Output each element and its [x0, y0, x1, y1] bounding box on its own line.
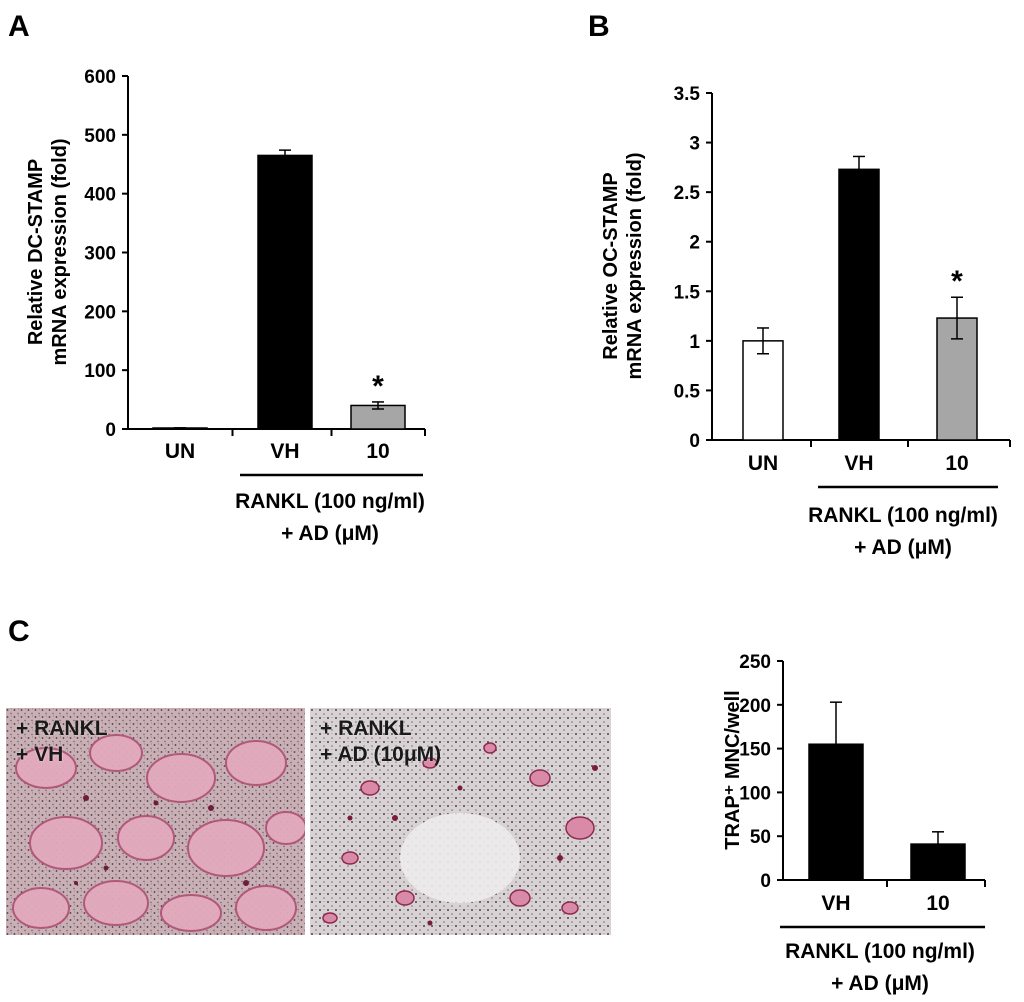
- micrograph-label-line2: + VH: [16, 743, 64, 766]
- y-tick-label: 400: [84, 185, 116, 206]
- y-tick-label: 500: [84, 126, 116, 147]
- y-axis-label: Relative DC-STAMP mRNA expression (fold): [25, 138, 71, 365]
- significance-marker: *: [951, 265, 963, 298]
- y-tick-label: 250: [739, 652, 771, 673]
- x-category-label: VH: [821, 892, 850, 915]
- x-category-label: 10: [945, 452, 968, 475]
- y-tick-label: 0: [760, 871, 771, 892]
- y-tick-label: 2: [689, 233, 700, 254]
- micrograph-rankl-vh: + RANKL + VH: [6, 708, 305, 935]
- group-label-line2: + AD (μM): [281, 522, 379, 545]
- bar: [838, 168, 880, 441]
- micrograph-rankl-vh-label: + RANKL + VH: [16, 716, 108, 768]
- group-label-line1: RANKL (100 ng/ml): [808, 504, 998, 527]
- x-category-label: 10: [926, 892, 949, 915]
- y-tick-label: 2.5: [674, 183, 701, 204]
- y-tick-label: 600: [84, 67, 116, 88]
- significance-marker: *: [372, 370, 384, 403]
- micrograph-label-line2: + AD (10μM): [320, 743, 442, 766]
- y-axis-label-line2: mRNA expression (fold): [49, 138, 71, 365]
- micrograph-rankl-ad-label: + RANKL + AD (10μM): [320, 716, 441, 768]
- y-tick-label: 0: [105, 420, 116, 441]
- panel-letter-a: A: [8, 10, 30, 43]
- group-label-line2: + AD (μM): [831, 972, 929, 995]
- bar: [742, 340, 784, 441]
- micrograph-label-line1: + RANKL: [16, 717, 108, 740]
- chart-b: 0 0.5 1 1.5 2 2.5 3 3.5 UN VH * 10 RANKL (100 ng/ml)…: [600, 84, 1011, 559]
- y-axis-label-line2: mRNA expression (fold): [624, 152, 646, 379]
- micrograph-rankl-ad-texture: [310, 708, 611, 935]
- x-category-label: UN: [748, 452, 778, 475]
- y-tick-label: 3: [689, 134, 700, 155]
- bar: [808, 743, 864, 881]
- micrograph-label-line1: + RANKL: [320, 717, 412, 740]
- x-category-label: VH: [270, 440, 299, 463]
- y-tick-label: 1.5: [674, 282, 701, 303]
- chart-a: 0 100 200 300 400 500 600 UN VH * 10 RANKL (100 ng/…: [25, 67, 426, 545]
- y-tick-label: 0.5: [674, 381, 701, 402]
- panel-letter-b: B: [588, 10, 610, 43]
- x-category-label: 10: [366, 440, 389, 463]
- y-tick-label: 100: [739, 783, 771, 804]
- y-tick-label: 1: [689, 332, 700, 353]
- micrograph-rankl-vh-texture: [6, 708, 305, 935]
- micrograph-rankl-ad: + RANKL + AD (10μM): [310, 708, 611, 935]
- y-tick-label: 200: [84, 302, 116, 323]
- x-category-label: UN: [165, 440, 195, 463]
- y-axis-label: Relative OC-STAMP mRNA expression (fold): [600, 152, 646, 379]
- y-axis-label-line1: Relative DC-STAMP: [25, 159, 47, 345]
- y-tick-label: 50: [750, 827, 771, 848]
- y-axis-label-line1: Relative OC-STAMP: [600, 172, 622, 359]
- y-tick-label: 100: [84, 361, 116, 382]
- y-axis-label: TRAP⁺ MNC/well: [722, 690, 744, 849]
- x-category-label: VH: [844, 452, 873, 475]
- bar: [910, 843, 966, 881]
- group-label-line1: RANKL (100 ng/ml): [785, 940, 975, 963]
- y-axis-label-line1: TRAP⁺ MNC/well: [722, 690, 744, 849]
- y-tick-label: 150: [739, 740, 771, 761]
- y-tick-label: 0: [689, 431, 700, 452]
- group-label-line2: + AD (μM): [854, 536, 952, 559]
- panel-letter-c: C: [8, 615, 30, 648]
- y-tick-label: 200: [739, 696, 771, 717]
- y-tick-label: 300: [84, 244, 116, 265]
- y-tick-label: 3.5: [674, 84, 701, 105]
- group-label-line1: RANKL (100 ng/ml): [235, 490, 425, 513]
- chart-c: 0 50 100 150 200 250 VH 10 RANKL (100 ng/ml) + AD…: [722, 652, 986, 995]
- bar: [257, 154, 313, 430]
